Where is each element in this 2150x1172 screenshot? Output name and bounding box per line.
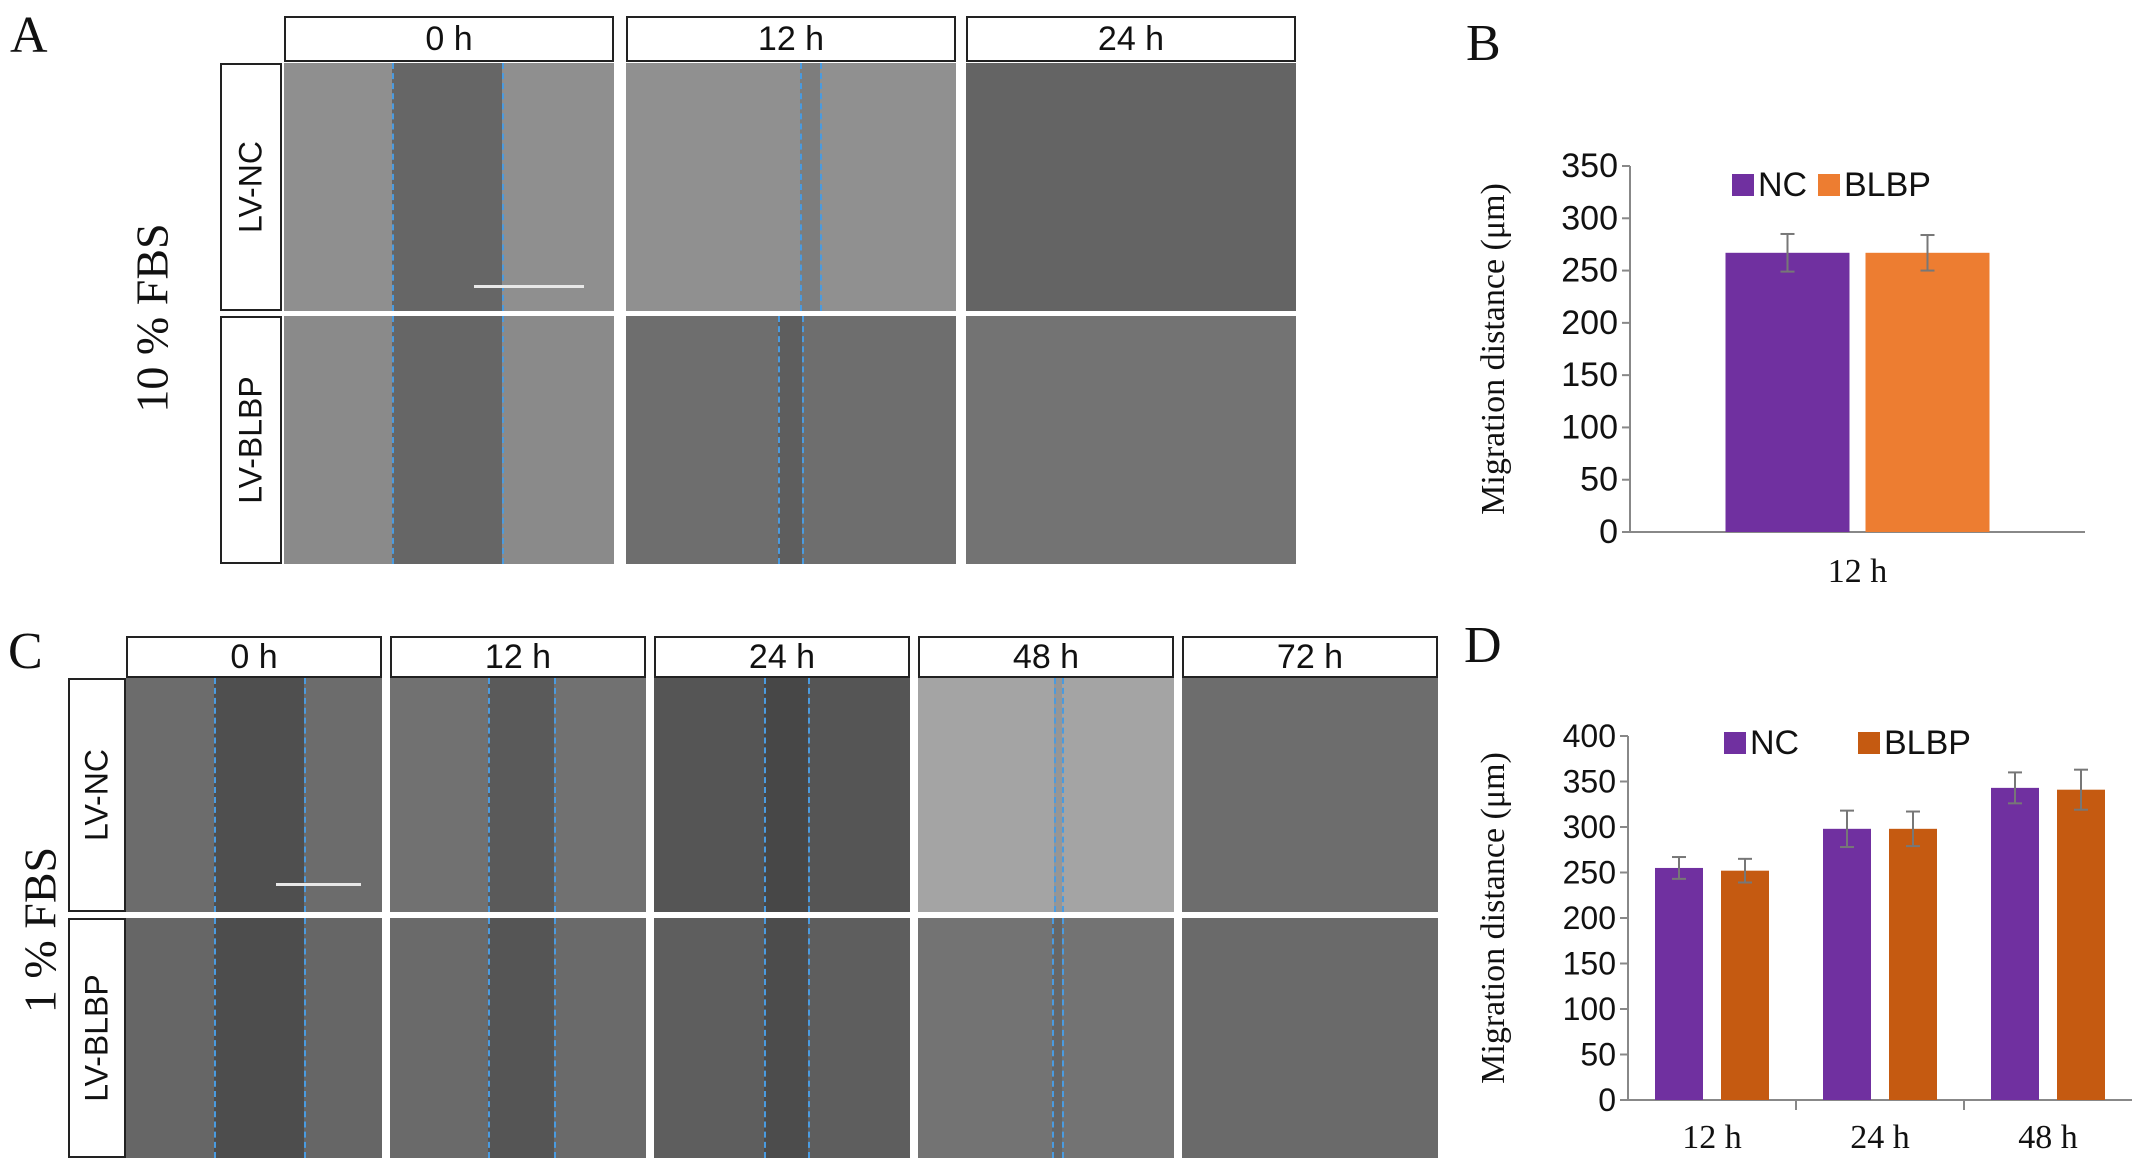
bar-nc-1 [1823,828,1871,1100]
y-tick-label: 50 [1580,1037,1616,1073]
time-header-a-1: 12 h [626,16,956,62]
micrograph-c-blbp-48h [918,918,1174,1158]
legend-label-nc: NC [1750,724,1799,762]
x-category-label: 24 h [1850,1119,1910,1156]
panel-letter-c: C [8,623,43,680]
micrograph-a-blbp-24h [966,316,1296,564]
x-category-label: 12 h [1682,1119,1742,1156]
legend-swatch-nc [1732,174,1754,196]
y-tick-label: 200 [1563,900,1616,936]
time-header-c-1: 12 h [390,636,646,678]
y-tick-label: 150 [1561,356,1618,394]
micrograph-c-nc-24h [654,678,910,912]
bar-blbp-2 [2057,789,2105,1100]
condition-label-a: 10 % FBS [126,223,178,413]
bar-nc-2 [1991,787,2039,1100]
legend-swatch-blbp [1818,174,1840,196]
micrograph-c-blbp-24h [654,918,910,1158]
micrograph-a-blbp-12h [626,316,956,564]
time-header-c-0: 0 h [126,636,382,678]
micrograph-c-nc-48h [918,678,1174,912]
row-label-a-nc: LV-NC [220,63,282,311]
panel-letter-b: B [1466,15,1501,72]
panel-letter-a: A [10,7,48,64]
micrograph-a-nc-0h [284,63,614,311]
micrograph-a-nc-24h [966,63,1296,311]
bar-blbp-0 [1721,870,1769,1100]
y-tick-label: 100 [1561,408,1618,446]
micrograph-a-nc-12h [626,63,956,311]
time-header-c-4: 72 h [1182,636,1438,678]
time-header-a-0: 0 h [284,16,614,62]
time-header-c-2: 24 h [654,636,910,678]
y-tick-label: 300 [1561,199,1618,237]
x-category-label: 48 h [2018,1119,2078,1156]
y-tick-label: 250 [1563,855,1616,891]
condition-label-c: 1 % FBS [14,846,66,1014]
x-category-label: 12 h [1828,553,1888,590]
y-tick-label: 350 [1561,147,1618,185]
scale-bar [276,883,361,886]
bar-nc-0 [1655,867,1703,1100]
y-tick-label: 50 [1580,461,1618,499]
bar-blbp-0 [1865,252,1990,532]
micrograph-c-nc-0h [126,678,382,912]
y-tick-label: 350 [1563,764,1616,800]
y-tick-label: 200 [1561,304,1618,342]
y-tick-label: 100 [1563,991,1616,1027]
time-header-c-3: 48 h [918,636,1174,678]
legend-label-blbp: BLBP [1844,166,1931,204]
micrograph-c-nc-72h [1182,678,1438,912]
legend-label-blbp: BLBP [1884,724,1971,762]
bar-nc-0 [1725,252,1850,532]
bar-blbp-1 [1889,828,1937,1100]
chart-d: 0 50 100 150 200 250 300 350 400 Migration distan… [1475,718,2132,1156]
y-tick-label: 150 [1563,946,1616,982]
micrograph-c-nc-12h [390,678,646,912]
micrograph-c-blbp-12h [390,918,646,1158]
micrograph-c-blbp-0h [126,918,382,1158]
micrograph-a-blbp-0h [284,316,614,564]
row-label-c-nc: LV-NC [68,678,126,912]
legend-label-nc: NC [1758,166,1807,204]
y-axis-label: Migration distance (μm) [1475,183,1512,515]
y-tick-label: 400 [1563,718,1616,754]
panel-letter-d: D [1464,617,1502,674]
y-tick-label: 250 [1561,252,1618,290]
row-label-c-blbp: LV-BLBP [68,918,126,1158]
y-tick-label: 0 [1599,513,1618,551]
chart-b: 0 50 100 150 200 250 300 350 Migration distance … [1475,147,2085,590]
y-axis-label: Migration distance (μm) [1475,752,1512,1084]
legend-swatch-blbp [1858,732,1880,754]
micrograph-c-blbp-72h [1182,918,1438,1158]
y-tick-label: 300 [1563,809,1616,845]
scale-bar [474,285,584,288]
row-label-a-blbp: LV-BLBP [220,316,282,564]
y-tick-label: 0 [1598,1082,1616,1118]
legend-swatch-nc [1724,732,1746,754]
time-header-a-2: 24 h [966,16,1296,62]
